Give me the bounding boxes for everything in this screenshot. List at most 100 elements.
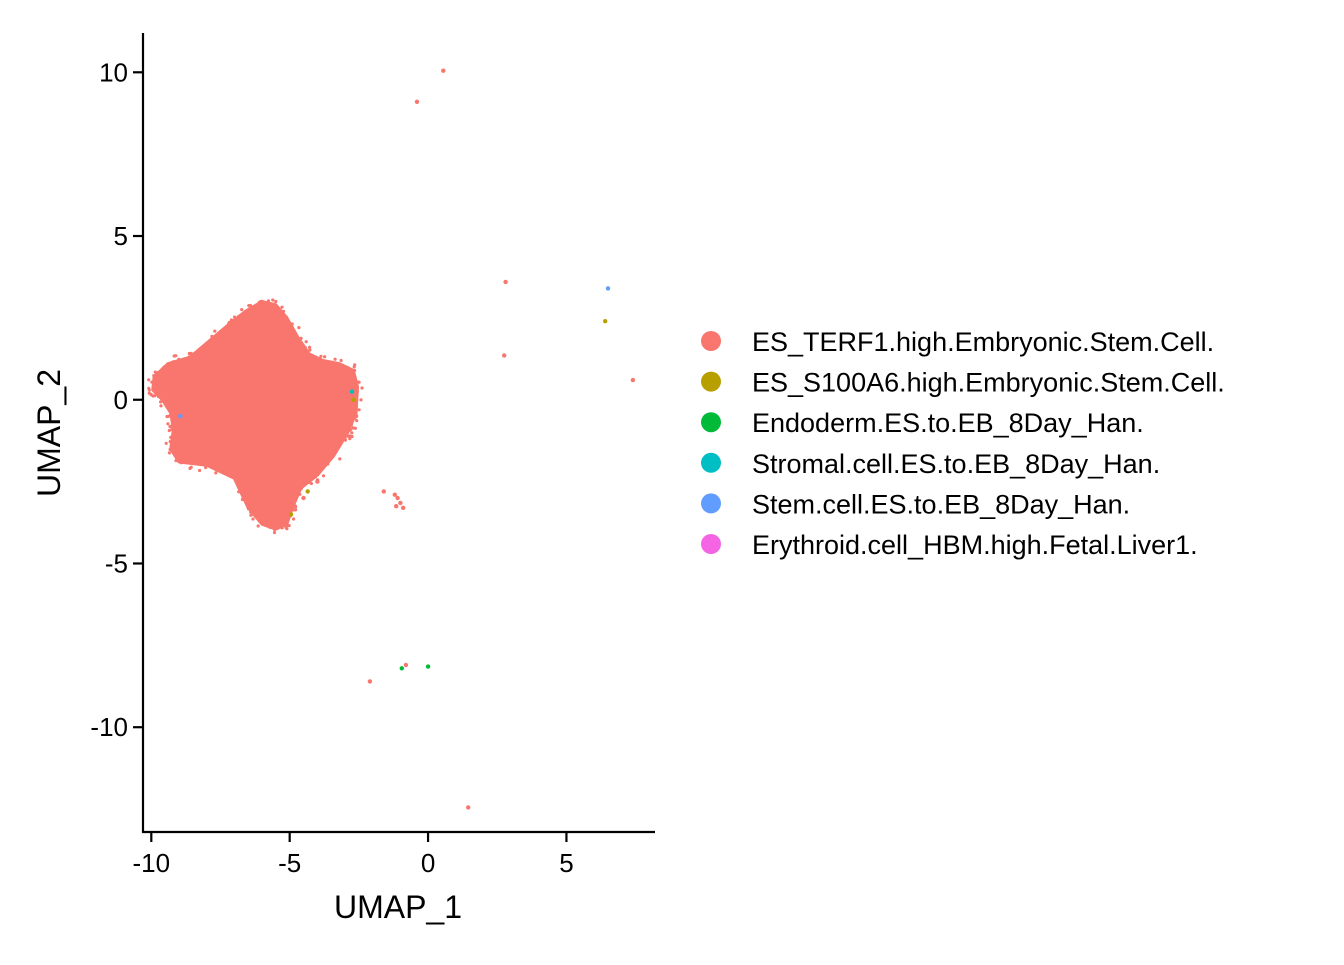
- cluster-edge-point: [224, 330, 228, 334]
- x-tick-label: -5: [278, 848, 301, 878]
- cluster-edge-point: [271, 298, 275, 302]
- cluster-edge-point: [249, 308, 254, 313]
- cluster-edge-point: [324, 453, 328, 458]
- data-point: [367, 679, 373, 684]
- data-point: [503, 279, 508, 285]
- cluster-edge-point: [154, 392, 158, 396]
- cluster-edge-point: [338, 457, 342, 461]
- cluster-edge-point: [251, 517, 255, 521]
- cluster-edge-point: [247, 499, 251, 503]
- cluster-edge-point: [188, 456, 192, 460]
- cluster-edge-point: [166, 400, 170, 404]
- ticks-layer: -10 -5 0 5 -10 -5 0 5 10: [90, 57, 573, 878]
- cluster-edge-point: [319, 354, 323, 358]
- cluster-edge-point: [165, 414, 169, 419]
- data-point: [398, 500, 403, 506]
- y-tick-label: 5: [114, 221, 128, 251]
- data-point: [288, 512, 294, 517]
- cluster-edge-point: [168, 447, 172, 452]
- cluster-edge-point: [355, 390, 359, 394]
- cluster-edge-point: [169, 424, 173, 428]
- cluster-edge-point: [268, 525, 272, 529]
- cluster-edge-point: [349, 416, 354, 420]
- cluster-edge-point: [256, 524, 260, 528]
- cluster-edge-point: [179, 461, 183, 465]
- cluster-edge-point: [240, 314, 244, 319]
- cluster-edge-point: [214, 471, 218, 475]
- cluster-edge-point: [352, 365, 356, 369]
- cluster-edge-point: [352, 373, 356, 377]
- legend-key: [701, 371, 721, 392]
- cluster-edge-point: [216, 334, 220, 338]
- cluster-edge-point: [168, 440, 172, 444]
- cluster-edge-point: [275, 522, 279, 526]
- legend-label: Stromal.cell.ES.to.EB_8Day_Han.: [752, 449, 1160, 479]
- cluster-edge-point: [351, 407, 355, 411]
- cluster-edge-point: [350, 431, 354, 435]
- data-point: [605, 286, 611, 291]
- cluster-edge-point: [188, 361, 192, 365]
- legend-key: [701, 452, 721, 473]
- cluster-edge-point: [299, 343, 303, 347]
- cluster-edge-point: [169, 435, 173, 439]
- cluster-edge-point: [182, 458, 186, 462]
- cluster-edge-point: [324, 362, 328, 367]
- legend-label: ES_TERF1.high.Embryonic.Stem.Cell.: [752, 327, 1214, 357]
- cluster-edge-point: [284, 516, 288, 520]
- cluster-edge-point: [246, 507, 250, 511]
- cluster-edge-point: [167, 451, 171, 455]
- cluster-edge-point: [164, 441, 168, 445]
- cluster-edge-point: [172, 360, 176, 364]
- cluster-edge-point: [233, 323, 237, 328]
- cluster-edge-point: [348, 373, 352, 378]
- cluster-edge-point: [164, 398, 168, 402]
- cluster-edge-point: [150, 380, 154, 384]
- cluster-edge-point: [284, 315, 288, 319]
- cluster-edge-point: [292, 517, 296, 521]
- cluster-edge-point: [192, 352, 196, 356]
- cluster-edge-point: [236, 320, 240, 324]
- cluster-edge-point: [298, 492, 302, 496]
- data-point: [301, 495, 306, 501]
- data-point: [425, 664, 431, 669]
- cluster-edge-point: [287, 524, 291, 528]
- cluster-edge-point: [299, 336, 303, 340]
- cluster-edge-point: [310, 354, 314, 358]
- y-tick-label: -10: [90, 712, 128, 742]
- cluster-edge-point: [240, 497, 244, 502]
- cluster-edge-point: [346, 419, 350, 424]
- legend-label: ES_S100A6.high.Embryonic.Stem.Cell.: [752, 368, 1225, 398]
- cluster-edge-point: [308, 348, 312, 352]
- cluster-edge-point: [198, 468, 202, 473]
- cluster-edge-point: [313, 474, 318, 478]
- cluster-edge-point: [189, 351, 193, 355]
- cluster-edge-point: [288, 509, 292, 513]
- cluster-edge-point: [285, 527, 289, 531]
- cluster-edge-point: [286, 330, 290, 334]
- cluster-edge-point: [348, 437, 352, 441]
- x-axis-title: UMAP_1: [334, 889, 462, 925]
- cluster-edge-point: [172, 354, 176, 358]
- cluster-edge-point: [349, 427, 353, 431]
- cluster-edge-point: [289, 336, 293, 340]
- cluster-edge-point: [339, 358, 343, 363]
- cluster-edge-point: [282, 309, 286, 313]
- cluster-edge-point: [233, 315, 237, 319]
- cluster-edge-point: [327, 361, 331, 365]
- cluster-edge-point: [298, 345, 302, 349]
- cluster-edge-point: [283, 521, 287, 525]
- cluster-edge-point: [226, 468, 230, 472]
- cluster-edge-point: [175, 421, 179, 425]
- cluster-edge-point: [302, 482, 306, 486]
- cluster-edge-point: [291, 489, 295, 493]
- cluster-edge-point: [229, 474, 233, 479]
- cluster-edge-point: [280, 526, 284, 530]
- cluster-edge-point: [348, 422, 352, 426]
- cluster-edge-point: [173, 449, 177, 453]
- y-tick-label: 10: [99, 57, 128, 87]
- cluster-edge-point: [274, 299, 278, 304]
- cluster-edge-point: [355, 419, 359, 423]
- main-cluster-blob: [151, 300, 359, 531]
- cluster-edge-point: [168, 406, 173, 411]
- cluster-edge-point: [242, 318, 246, 322]
